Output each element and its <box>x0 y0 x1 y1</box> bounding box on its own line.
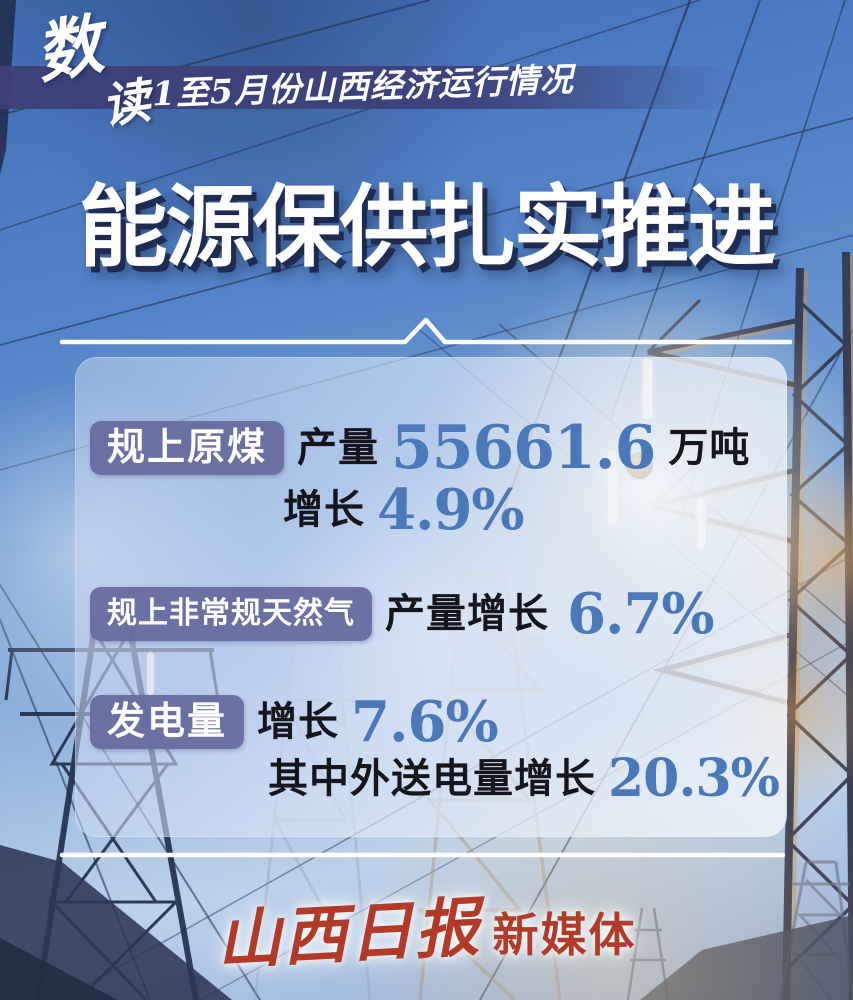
stat-badge-power: 发电量 <box>90 695 245 749</box>
header-band <box>0 66 853 109</box>
footer-brand: 山西日报 新媒体 <box>215 890 637 979</box>
stat-row-gas: 规上非常规天然气 产量增长 6.7% <box>90 581 715 647</box>
stat-row-power-export: 其中外送电量增长 20.3% <box>268 748 780 809</box>
brand-char-shu: 数 <box>29 4 109 94</box>
stat-value-coal-growth: 4.9% <box>377 477 525 543</box>
stat-label: 增长 <box>257 700 340 744</box>
brand-char-du: 读 <box>98 72 154 136</box>
stat-value-export-growth: 20.3% <box>608 748 780 809</box>
stat-badge-gas: 规上非常规天然气 <box>90 587 372 641</box>
stat-value-coal-output: 55661.6 <box>391 413 656 483</box>
stat-row-coal: 规上原煤 产量 55661.6 万吨 <box>90 418 750 478</box>
stat-value-power-growth: 7.6% <box>351 689 499 755</box>
stat-label: 产量 <box>297 426 380 470</box>
stat-badge-coal: 规上原煤 <box>90 421 285 475</box>
page-title: 能源保供扎实推进 <box>78 177 777 277</box>
stat-label: 增长 <box>283 488 365 532</box>
stat-value-gas-growth: 6.7% <box>567 581 715 647</box>
stat-label: 其中外送电量增长 <box>268 757 596 801</box>
stat-label: 产量增长 <box>385 592 549 636</box>
footer-brand-suffix: 新媒体 <box>492 909 637 961</box>
footer-brand-script: 山西日报 <box>214 890 483 979</box>
stat-unit: 万吨 <box>668 426 751 470</box>
stat-row-coal-growth: 增长 4.9% <box>283 477 525 543</box>
stat-row-power: 发电量 增长 7.6% <box>90 689 499 755</box>
